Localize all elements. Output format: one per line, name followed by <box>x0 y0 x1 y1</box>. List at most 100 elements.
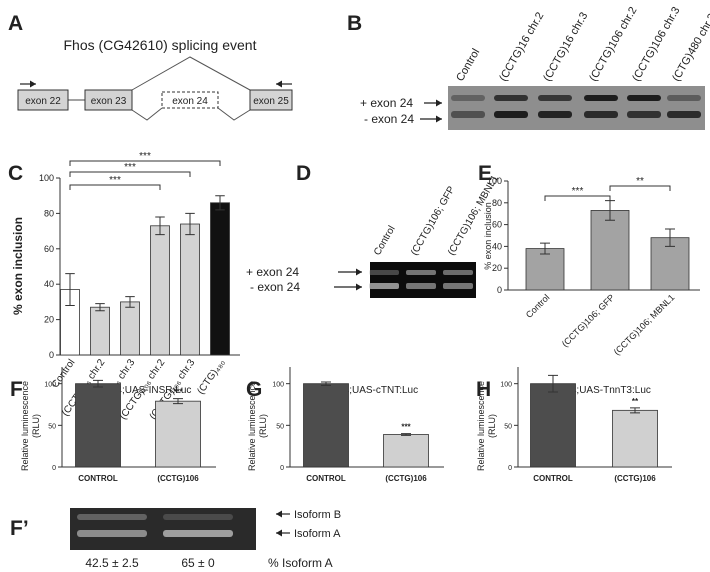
band-label: + exon 24 <box>246 265 299 279</box>
panel-letter: B <box>347 12 362 35</box>
x-tick-label: (CCTG)106 <box>614 474 656 483</box>
panel-letter: D <box>296 162 311 185</box>
y-axis-label: % exon inclusion <box>483 202 493 270</box>
lane-label: (CCTG)16 chr.2 <box>497 10 546 83</box>
gel-band <box>77 530 147 537</box>
gel-band <box>538 95 572 101</box>
bar <box>120 301 140 356</box>
y-tick-label: 100 <box>44 382 56 389</box>
y-tick-label: 0 <box>497 285 502 295</box>
x-tick-label: CONTROL <box>306 474 346 483</box>
arrow-head <box>276 80 282 88</box>
x-tick-label: Control <box>524 292 552 320</box>
y-tick-label: 60 <box>44 244 54 254</box>
y-tick-label: 20 <box>492 263 502 273</box>
gel-band <box>163 530 233 537</box>
y-tick-label: 40 <box>492 241 502 251</box>
significance-label: *** <box>109 175 121 186</box>
exon-label: exon 23 <box>91 96 127 107</box>
y-tick-label: 0 <box>508 465 512 472</box>
error-bar <box>155 216 165 236</box>
value-label: 65 ± 0 <box>181 556 215 570</box>
bar <box>590 210 630 291</box>
exon-box <box>249 89 293 111</box>
bar <box>612 409 658 468</box>
y-tick-label: 0 <box>49 350 54 360</box>
bar <box>155 400 201 468</box>
significance-bracket <box>69 160 221 166</box>
gel-band <box>667 111 701 118</box>
y-tick-label: 80 <box>44 208 54 218</box>
error-bar <box>548 374 558 393</box>
exon-box <box>84 89 133 111</box>
y-axis-label: Relative luminescence <box>247 381 257 471</box>
significance-bracket <box>609 185 671 191</box>
splice-up <box>131 56 251 91</box>
chart-title: Mhc-Gal4;UAS-INSR:Luc <box>79 385 192 396</box>
diagram-title: Fhos (CG42610) splicing event <box>64 37 257 53</box>
significance-label: *** <box>139 151 151 162</box>
significance-bracket <box>544 195 611 201</box>
error-bar <box>185 212 195 236</box>
significance-label: ** <box>632 397 639 406</box>
significance-label: *** <box>124 162 136 173</box>
bar <box>210 202 230 356</box>
arrow-head <box>356 283 362 291</box>
error-bar <box>95 303 105 312</box>
error-bar <box>401 433 411 436</box>
arrow-head <box>436 115 442 123</box>
significance-label: ** <box>636 176 644 187</box>
x-tick-label: CONTROL <box>533 474 573 483</box>
gel-band <box>77 514 147 520</box>
error-bar <box>540 242 550 255</box>
error-bar <box>173 398 183 405</box>
unit-label: % Isoform A <box>268 556 333 570</box>
gel-band <box>584 111 618 118</box>
y-tick-label: 50 <box>276 423 284 430</box>
bar <box>303 383 349 468</box>
arrow-head <box>436 99 442 107</box>
band-label: - exon 24 <box>364 112 414 126</box>
significance-label: *** <box>401 423 411 432</box>
arrow-head <box>276 529 282 537</box>
arrow-head <box>276 510 282 518</box>
bar <box>90 306 110 356</box>
error-bar <box>665 228 675 247</box>
y-tick-label: 60 <box>492 220 502 230</box>
lane-label: (CCTG)16 chr.3 <box>541 10 590 83</box>
splice-low <box>131 107 251 121</box>
y-axis-label: Relative luminescence <box>476 381 486 471</box>
lane-label: (CTG)480 chr.3 <box>670 12 710 84</box>
gel-band <box>163 514 233 520</box>
gel-band <box>369 283 399 289</box>
y-tick-label: 80 <box>492 198 502 208</box>
y-axis-label: % exon inclusion <box>11 217 25 315</box>
lane-label: Control <box>372 224 398 257</box>
gel <box>370 262 476 298</box>
significance-label: *** <box>572 186 584 197</box>
gel-band <box>406 283 436 289</box>
error-bar <box>93 379 103 388</box>
gel-band <box>406 270 436 275</box>
gel-band <box>667 95 701 101</box>
exon-box <box>161 91 219 109</box>
y-axis-label: Relative luminescence <box>20 381 30 471</box>
exon-label: exon 25 <box>253 96 289 107</box>
value-label: 42.5 ± 2.5 <box>85 556 139 570</box>
y-tick-label: 100 <box>39 173 54 183</box>
y-tick-label: 20 <box>44 315 54 325</box>
y-axis-label: (RLU) <box>487 414 497 438</box>
y-tick-label: 0 <box>280 465 284 472</box>
bar <box>383 434 429 468</box>
error-bar <box>215 195 225 211</box>
exon-box <box>17 89 69 111</box>
bar <box>150 225 170 356</box>
gel <box>448 86 705 130</box>
panel-letter: F’ <box>10 517 29 540</box>
x-tick-label: (CCTG)106; GFP <box>560 292 617 349</box>
gel <box>70 508 256 550</box>
gel-band <box>627 95 661 101</box>
x-tick-label: (CCTG)106 <box>157 474 199 483</box>
bar <box>75 383 121 468</box>
